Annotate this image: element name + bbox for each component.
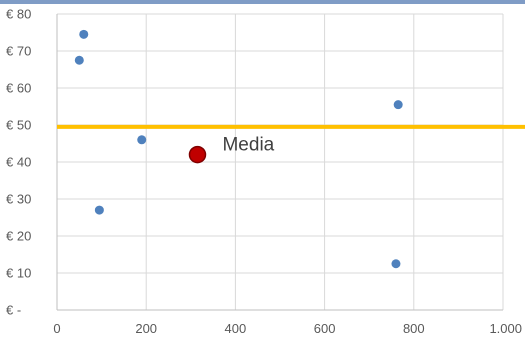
data-point (94, 205, 104, 215)
x-tick-label: 800 (403, 321, 425, 336)
x-tick-label: 1.000 (489, 321, 522, 336)
data-point (74, 55, 84, 65)
top-border-strip (0, 0, 525, 4)
y-tick-label: € - (6, 303, 21, 318)
y-tick-label: € 30 (6, 192, 31, 207)
y-tick-label: € 40 (6, 155, 31, 170)
x-tick-label: 0 (53, 321, 60, 336)
y-tick-label: € 80 (6, 7, 31, 22)
y-tick-label: € 10 (6, 266, 31, 281)
data-point (137, 135, 147, 145)
y-tick-label: € 50 (6, 118, 31, 133)
x-tick-label: 400 (225, 321, 247, 336)
y-tick-label: € 70 (6, 44, 31, 59)
y-tick-label: € 60 (6, 81, 31, 96)
data-point (393, 100, 403, 110)
mean-point (188, 145, 207, 164)
mean-point-label: Media (222, 135, 274, 156)
data-point (79, 29, 89, 39)
x-tick-label: 600 (314, 321, 336, 336)
x-tick-label: 200 (135, 321, 157, 336)
y-tick-label: € 20 (6, 229, 31, 244)
data-point (391, 259, 401, 269)
